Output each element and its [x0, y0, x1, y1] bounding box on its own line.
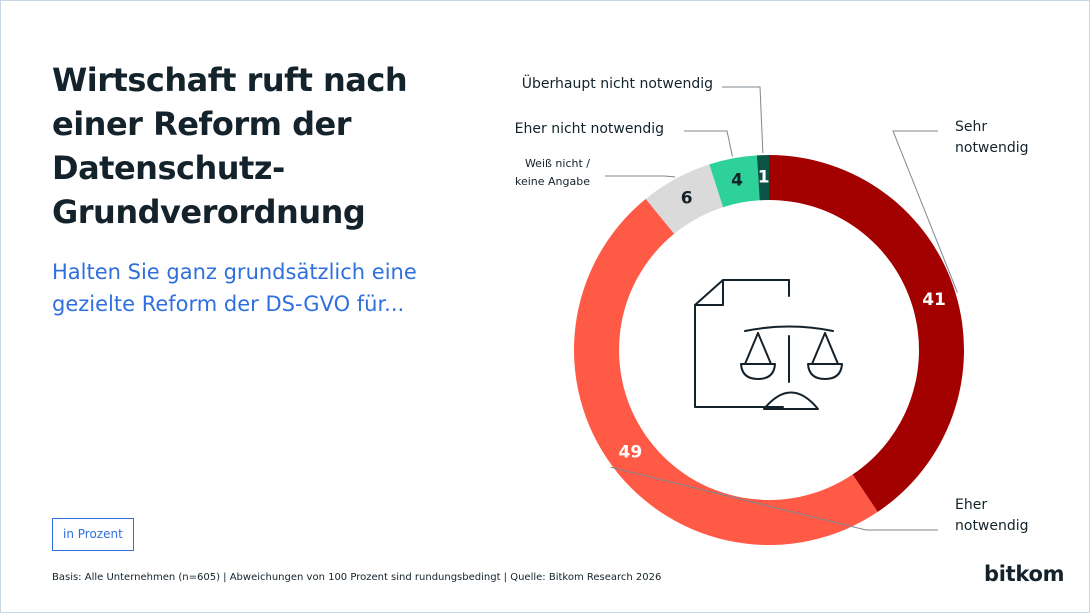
brand-logo: bitkom — [984, 562, 1065, 586]
question-subtitle: Halten Sie ganz grundsätzlich eine gezie… — [52, 260, 417, 316]
leader-line-sehr-notwendig — [892, 130, 958, 293]
value-label-weiss-nicht-keine-angabe: 6 — [681, 188, 693, 208]
page-title: Wirtschaft ruft nach einer Reform der Da… — [52, 61, 408, 231]
donut-slice-sehr-notwendig — [769, 155, 965, 512]
value-labels: 41 49 6 4 1 — [619, 168, 946, 463]
value-label-eher-nicht-notwendig: 4 — [731, 170, 743, 190]
category-label-eher-notwendig: Eher notwendig — [955, 497, 1029, 534]
category-label-ueberhaupt-nicht-notwendig: Überhaupt nicht notwendig — [522, 74, 713, 92]
donut-slices — [574, 155, 965, 545]
category-label-sehr-notwendig: Sehr notwendig — [955, 119, 1029, 156]
donut-slice-eher-notwendig — [574, 198, 878, 545]
unit-badge: in Prozent — [52, 518, 134, 551]
leader-line-weiss-nicht-keine-angabe — [605, 175, 675, 178]
category-labels: Sehr notwendig Eher notwendig Weiß nicht / ke… — [515, 74, 1029, 534]
value-label-eher-notwendig: 49 — [619, 443, 643, 463]
leader-line-eher-nicht-notwendig — [684, 130, 733, 157]
category-label-eher-nicht-notwendig: Eher nicht notwendig — [515, 121, 664, 137]
donut-slice-ueberhaupt-nicht-notwendig — [756, 155, 769, 201]
document-scales-icon — [694, 279, 843, 410]
donut-slice-weiss-nicht-keine-angabe — [645, 164, 724, 234]
value-label-sehr-notwendig: 41 — [922, 290, 946, 310]
source-footnote: Basis: Alle Unternehmen (n=605) | Abweic… — [52, 572, 662, 583]
leader-line-ueberhaupt-nicht-notwendig — [722, 86, 764, 154]
leader-lines — [605, 86, 958, 531]
leader-line-eher-notwendig — [610, 466, 938, 531]
category-label-weiss-nicht-keine-angabe: Weiß nicht / keine Angabe — [515, 157, 590, 188]
value-label-ueberhaupt-nicht-notwendig: 1 — [758, 168, 770, 188]
donut-slice-eher-nicht-notwendig — [709, 155, 760, 208]
